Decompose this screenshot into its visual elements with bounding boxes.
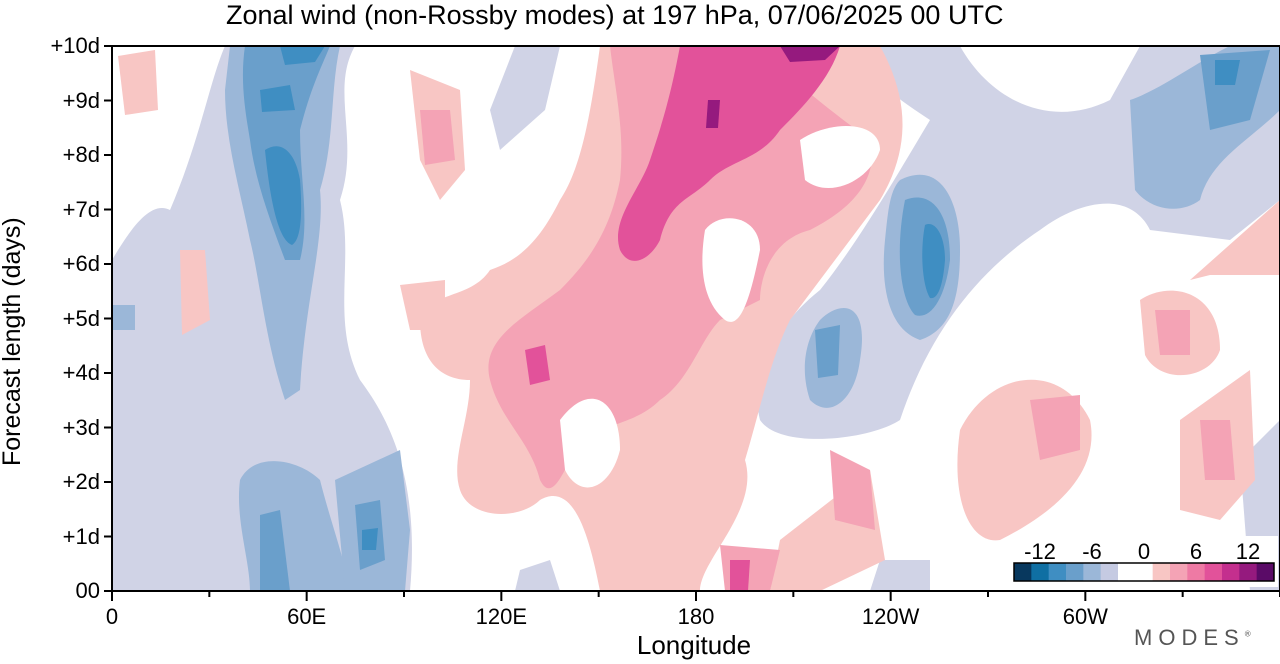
colorbar-swatch	[1100, 563, 1119, 581]
colorbar-swatch	[1256, 563, 1275, 581]
colorbar-swatch	[1048, 563, 1067, 581]
colorbar-swatch	[1118, 563, 1136, 581]
colorbar-frame	[1013, 562, 1275, 582]
y-tick-label: +1d	[62, 523, 100, 549]
colorbar-label: -12	[1024, 539, 1056, 564]
colorbar-swatch	[1239, 563, 1258, 581]
y-tick-label: +5d	[62, 305, 100, 331]
x-tick-label: 120E	[475, 604, 528, 629]
calm-holes	[560, 126, 880, 488]
x-tick-label: 60E	[287, 604, 327, 629]
colorbar	[1010, 536, 1278, 587]
westerly-medium	[420, 46, 1235, 591]
y-tick-label: +8d	[62, 142, 100, 167]
westerly-peak	[706, 46, 840, 128]
colorbar-label: 6	[1189, 539, 1203, 564]
y-tick-label: +2d	[62, 469, 100, 494]
registered-mark: ®	[1244, 629, 1251, 639]
y-tick-marks	[104, 45, 112, 592]
chart-title: Zonal wind (non-Rossby modes) at 197 hPa…	[226, 0, 1004, 30]
colorbar-swatch	[1135, 563, 1154, 581]
westerly-strong	[525, 46, 840, 591]
colorbar-swatch	[1066, 563, 1084, 581]
x-tick-label: 0	[105, 604, 119, 629]
colorbar-label: 0	[1137, 539, 1151, 564]
y-tick-label: +10d	[50, 33, 100, 58]
y-tick-label: +6d	[62, 251, 100, 276]
colorbar-swatch	[1170, 563, 1188, 581]
y-tick-label: +9d	[62, 87, 100, 113]
colorbar-swatch	[1222, 563, 1240, 581]
x-tick-label: 180	[677, 604, 715, 629]
x-tick-label: 120W	[861, 604, 920, 629]
field-layer	[112, 46, 1280, 591]
x-tick-marks	[111, 591, 1280, 601]
chart-title-wrap: Zonal wind (non-Rossby modes) at 197 hPa…	[0, 0, 1280, 40]
colorbar-swatch	[1204, 563, 1223, 581]
colorbar-label: 12	[1235, 539, 1261, 564]
easterly-peak	[260, 46, 1240, 550]
y-tick-label: 00	[75, 578, 100, 603]
modes-logo: MODES®	[1134, 625, 1251, 651]
modes-logo-text: MODES	[1134, 625, 1245, 650]
colorbar-swatch	[1152, 563, 1171, 581]
colorbar-swatch	[1187, 563, 1206, 581]
colorbar-label: -6	[1082, 539, 1102, 564]
colorbar-swatch	[1083, 563, 1102, 581]
colorbar-swatch	[1031, 563, 1050, 581]
x-tick-label: 60W	[1062, 604, 1108, 629]
y-tick-label: +3d	[62, 414, 100, 440]
colorbar-swatch	[1014, 563, 1032, 581]
x-axis-label: Longitude	[636, 630, 752, 660]
y-tick-label: +7d	[62, 196, 100, 222]
y-tick-label: +4d	[62, 360, 100, 385]
